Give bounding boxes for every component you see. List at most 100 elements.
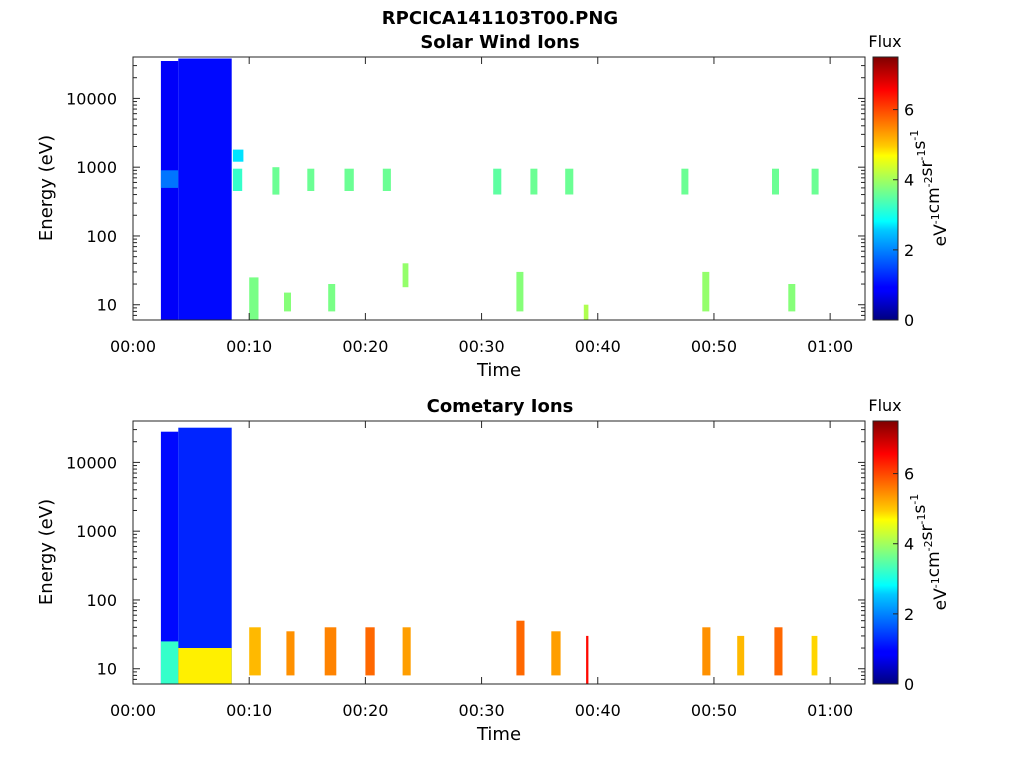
x-tick-label: 00:40	[575, 337, 621, 356]
colorbar-tick-label: 4	[904, 171, 914, 190]
heatmap-cell	[583, 304, 589, 320]
x-axis-label-cometary: Time	[476, 724, 521, 745]
heatmap-cell	[160, 431, 179, 684]
heatmap-cell	[232, 149, 244, 162]
heatmap-solar-wind	[160, 58, 819, 320]
colorbar-title-cometary: Flux	[868, 396, 901, 415]
unit-exponent: -1	[929, 213, 942, 224]
heatmap-cell	[324, 627, 337, 676]
heatmap-cell	[402, 627, 411, 676]
unit-base: sr	[917, 160, 937, 176]
heatmap-cell	[530, 168, 538, 195]
heatmap-cell	[493, 168, 502, 195]
panel-title-solar-wind: Solar Wind Ions	[420, 32, 579, 53]
heatmap-cell	[178, 427, 232, 684]
colorbar-gradient-cometary	[872, 420, 899, 685]
x-tick-label: 00:30	[459, 701, 505, 720]
heatmap-cell	[328, 284, 336, 312]
heatmap-cell	[160, 61, 179, 320]
heatmap-cell	[286, 631, 295, 676]
colorbar-tick-label: 0	[904, 311, 914, 330]
heatmap-cometary	[160, 427, 818, 684]
x-tick-label: 01:00	[807, 337, 853, 356]
heatmap-cell	[702, 271, 710, 312]
x-axis-label-solar-wind: Time	[476, 360, 521, 381]
colorbar-ticks-solar-wind: 0 2 4 6	[893, 101, 914, 330]
y-axis-label-solar-wind: Energy (eV)	[36, 135, 57, 241]
heatmap-cell	[516, 271, 524, 312]
unit-exponent: -1	[915, 514, 928, 525]
x-tick-label: 00:50	[691, 701, 737, 720]
colorbar-gradient-solar-wind	[872, 56, 899, 321]
unit-exponent: -1	[915, 150, 928, 161]
colorbar-unit-label-cometary: eV-1cm-2sr-1s-1	[908, 494, 951, 611]
axes-frame-solar-wind	[132, 56, 866, 321]
heatmap-cell	[272, 167, 280, 195]
heatmap-cell	[284, 292, 291, 312]
unit-base: s	[910, 141, 930, 150]
unit-exponent: -1	[929, 577, 942, 588]
heatmap-cell	[788, 284, 796, 312]
y-tick-label: 100	[86, 591, 117, 610]
unit-base: eV	[931, 588, 951, 610]
heatmap-cell	[382, 168, 391, 191]
panel-solar-wind: Solar Wind Ions 00:00 00:10 00:20 00:30 00:4…	[36, 32, 951, 381]
y-tick-label: 10	[97, 296, 117, 315]
heatmap-cell	[811, 635, 818, 676]
colorbar-tick-label: 2	[904, 241, 914, 260]
unit-exponent: -2	[922, 176, 935, 187]
heatmap-cell	[160, 641, 179, 684]
figure-title: RPCICA141103T00.PNG	[382, 8, 618, 29]
colorbar-title-solar-wind: Flux	[868, 32, 901, 51]
unit-exponent: -2	[922, 540, 935, 551]
x-tick-label: 00:50	[691, 337, 737, 356]
x-tick-label: 00:00	[110, 337, 156, 356]
colorbar-tick-label: 4	[904, 535, 914, 554]
unit-base: cm	[924, 187, 944, 213]
x-tick-label: 00:30	[459, 337, 505, 356]
x-tick-label: 01:00	[807, 701, 853, 720]
colorbar-ticks-cometary: 0 2 4 6	[893, 465, 914, 694]
unit-base: eV	[931, 224, 951, 246]
colorbar-tick-label: 6	[904, 465, 914, 484]
heatmap-cell	[307, 168, 315, 191]
x-tick-label: 00:20	[342, 701, 388, 720]
unit-base: s	[910, 505, 930, 514]
x-ticks-cometary: 00:00 00:10 00:20 00:30 00:40 00:50 01:00	[110, 421, 853, 720]
y-axis-label-cometary: Energy (eV)	[36, 499, 57, 605]
x-tick-label: 00:10	[226, 701, 272, 720]
heatmap-cell	[516, 620, 525, 676]
heatmap-cell	[249, 627, 261, 676]
y-tick-label: 1000	[76, 158, 117, 177]
axes-frame-cometary	[132, 420, 866, 685]
heatmap-cell	[586, 635, 589, 684]
y-tick-label: 10000	[66, 89, 117, 108]
heatmap-cell	[178, 58, 232, 320]
x-ticks-solar-wind: 00:00 00:10 00:20 00:30 00:40 00:50 01:00	[110, 57, 853, 356]
unit-exponent: -1	[908, 130, 921, 141]
x-tick-label: 00:20	[342, 337, 388, 356]
unit-base: sr	[917, 524, 937, 540]
heatmap-cell	[702, 627, 711, 676]
heatmap-cell	[249, 277, 259, 320]
heatmap-cell	[232, 168, 243, 191]
heatmap-cell	[178, 648, 232, 684]
heatmap-cell	[681, 168, 689, 195]
unit-exponent: -1	[908, 494, 921, 505]
heatmap-cell	[365, 627, 375, 676]
y-tick-label: 1000	[76, 522, 117, 541]
heatmap-cell	[160, 170, 179, 188]
heatmap-cell	[772, 168, 779, 195]
panel-cometary: Cometary Ions 00:00 00:10 00:20 00:30 00:40 0…	[36, 396, 951, 745]
heatmap-cell	[565, 168, 574, 195]
x-tick-label: 00:00	[110, 701, 156, 720]
heatmap-cell	[344, 168, 354, 191]
panel-title-cometary: Cometary Ions	[427, 396, 574, 417]
heatmap-cell	[551, 631, 561, 676]
unit-base: cm	[924, 551, 944, 577]
y-tick-label: 100	[86, 227, 117, 246]
x-tick-label: 00:10	[226, 337, 272, 356]
